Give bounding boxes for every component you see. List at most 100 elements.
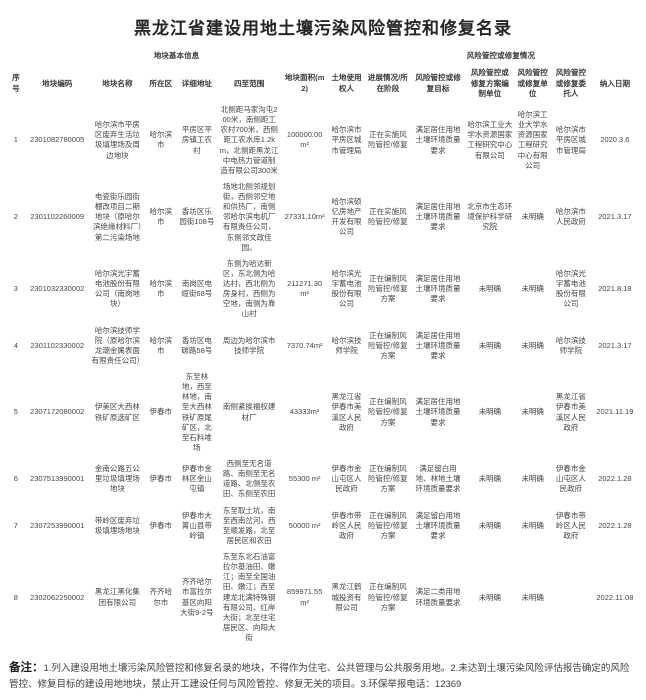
- cell-name: 哈尔滨技师学院（原哈尔滨龙潮金属表面有限责任公司）: [91, 325, 145, 365]
- cell-boundary: 北侧距马家沟屯200米，南侧距工农村700米，西侧距工农水库1.2km，北侧距黑…: [219, 105, 279, 175]
- table-row: 3 2301032330002 哈尔滨光宇蓄电池股份有限公司（南岗地块） 哈尔滨市 南岗…: [7, 256, 639, 323]
- cell-plan-unit: 未明确: [478, 520, 502, 530]
- cell-index: 1: [13, 135, 18, 145]
- cell-date: 2022.1.28: [598, 520, 632, 530]
- table-row: 7 2307253990001 带岭区废弃垃圾填埋场地块 伊春市 伊春市大箐山县带岭镇东…: [7, 503, 639, 550]
- col-header-progress: 进展情况/所在阶段: [367, 73, 408, 93]
- col-header-remediation-unit: 风险管控或修复单位: [517, 68, 548, 98]
- col-header-client: 风险管控或修复委托人: [555, 68, 587, 98]
- remarks-text: 1.列入建设用地土壤污染风险管控和修复名录的地块，不得作为住宅、公共管理与公共服…: [9, 663, 630, 690]
- cell-area: 43333m²: [289, 407, 320, 417]
- cell-index: 8: [13, 592, 18, 602]
- cell-client: 伊春市带岭区人民政府: [555, 510, 586, 540]
- table-row: 8 2302062250002 黑龙江黑化集团有限公司 齐齐哈尔市 齐齐哈尔市富拉尔基区…: [7, 549, 639, 646]
- col-header-land-user: 土地使用权人: [331, 73, 362, 93]
- cell-date: 2021.8.18: [598, 284, 632, 294]
- cell-land-user: 黑龙江省伊春市美溪区人民政府: [331, 392, 362, 432]
- col-header-index: 序号: [12, 73, 20, 93]
- group-header-basic-info: 地块基本信息: [153, 51, 200, 60]
- table-row: 4 2301102330002 哈尔滨技师学院（原哈尔滨龙潮金属表面有限责任公司）哈…: [7, 323, 639, 370]
- col-header-area: 地块面积(m2): [284, 73, 325, 93]
- cell-remediation-unit: 未明确: [521, 474, 544, 484]
- cell-target: 满足居住用地土壤环境质量要求: [415, 273, 461, 304]
- cell-target: 满足居住用地土壤环境质量要求: [415, 330, 461, 360]
- cell-date: 2022.1.28: [598, 474, 632, 484]
- cell-target: 满足居住用地土壤环境质量要求: [415, 397, 461, 427]
- cell-code: 2301102260009: [30, 212, 85, 222]
- cell-land-user: 伊春市金山屯区人民政府: [331, 464, 362, 494]
- cell-name: 哈尔滨市平房区废弃生活垃圾填埋场及周边地块: [94, 120, 140, 160]
- cell-code: 2302062250002: [30, 592, 85, 602]
- cell-code: 2301102330002: [30, 340, 85, 350]
- cell-district: 哈尔滨市: [149, 207, 173, 227]
- cell-district: 伊春市: [149, 474, 173, 484]
- cell-address: 南岗区电缆街68号: [181, 279, 213, 299]
- cell-plan-unit: 未明确: [478, 474, 502, 484]
- cell-code: 2307253990001: [30, 520, 85, 530]
- spacer: [7, 49, 25, 65]
- cell-client: 哈尔滨光宇蓄电池股份有限公司: [555, 268, 586, 309]
- col-header-name: 地块名称: [102, 78, 133, 88]
- cell-land-user: 哈尔滨光宇蓄电池股份有限公司: [331, 268, 362, 309]
- cell-address: 香坊区电碳路58号: [181, 335, 213, 355]
- group-header-risk-info: 风险管控或修复情况: [466, 51, 535, 60]
- col-header-code: 地块编码: [42, 78, 73, 88]
- cell-area: 211271.30 m²: [287, 279, 323, 299]
- table-header: 地块基本信息 风险管控或修复情况 序号 地块编码 地块名称 所在区 详细地址 四…: [7, 49, 639, 102]
- spacer: [591, 49, 639, 65]
- cell-plan-unit: 哈尔滨工业大学水资源国家工程研究中心有限公司: [467, 120, 513, 160]
- cell-boundary: 西侧至无名道路、南侧至无名道路、北侧至农田、东侧至农田: [222, 459, 276, 499]
- cell-remediation-unit: 未明确: [521, 520, 544, 530]
- cell-date: 2022.11.08: [596, 592, 634, 602]
- cell-district: 哈尔滨市: [149, 279, 173, 299]
- cell-boundary: 场地北侧邻规划街，西侧邻空地和供热厂，南侧邻哈尔滨电机厂有限责任公司，东侧邻文政…: [222, 181, 276, 252]
- cell-date: 2021.3.17: [598, 212, 632, 222]
- cell-progress: 正在编制风险管控/修复方案: [368, 330, 408, 360]
- cell-address: 伊春市大箐山县带岭镇: [181, 510, 212, 540]
- table-row: 1 2301082780005 哈尔滨市平房区废弃生活垃圾填埋场及周边地块 哈尔滨市平…: [7, 102, 639, 179]
- cell-code: 2301032330002: [30, 284, 85, 294]
- cell-target: 满足留白用地、林地土壤环境质量要求: [415, 464, 461, 494]
- col-header-plan-unit: 风险管控或修复方案编制单位: [470, 68, 509, 98]
- cell-remediation-unit: 未明确: [521, 284, 544, 294]
- remarks-label: 备注：: [9, 662, 44, 675]
- cell-area: 100000.00 m²: [286, 130, 323, 150]
- cell-address: 平房区平房镇工农村: [181, 125, 212, 155]
- cell-area: 7370.74m²: [286, 340, 323, 350]
- cell-progress: 正在编制风险管控/修复方案: [368, 510, 408, 540]
- cell-address: 伊春市金林区金山屯镇: [181, 464, 212, 494]
- cell-name: 金南公路五公里垃圾填埋场地块: [94, 464, 140, 494]
- cell-index: 7: [13, 520, 18, 530]
- cell-remediation-unit: 未明确: [521, 592, 544, 602]
- cell-address: 东至林地，西至林地，南至大西林铁矿原尾矿区，北至石料堆场: [181, 372, 212, 452]
- cell-date: 2021.11.19: [596, 407, 634, 417]
- cell-remediation-unit: 哈尔滨工业大学水资源国家工程研究中心有限公司: [517, 110, 548, 170]
- table-row: 2 2301102260009 电瓷街乐园街棚改项目二期地块（原哈尔滨绝缘材料厂）第…: [7, 179, 639, 256]
- cell-boundary: 东至东北石油富拉尔基油田、嫩江；南至全国油田、嫩江；西至建龙北满特殊钢有限公司、…: [222, 552, 276, 642]
- cell-address: 香坊区乐园街108号: [179, 207, 215, 227]
- cell-boundary: 东至取土坑，南至西南岔河，西至顺发路，北至居民区和农田: [222, 505, 276, 545]
- cell-code: 2307513990001: [30, 474, 85, 484]
- cell-name: 电瓷街乐园街棚改项目二期地块（原哈尔滨绝缘材料厂）第二污染场地: [92, 192, 142, 242]
- table-row: 6 2307513990001 金南公路五公里垃圾填埋场地块 伊春市 伊春市金林区金山屯…: [7, 456, 639, 503]
- cell-progress: 正在编制风险管控/修复方案: [368, 273, 408, 304]
- cell-client: 伊春市金山屯区人民政府: [555, 464, 586, 494]
- cell-district: 伊春市: [149, 520, 173, 530]
- table-body: 1 2301082780005 哈尔滨市平房区废弃生活垃圾填埋场及周边地块哈尔滨市 平…: [7, 102, 639, 646]
- cell-boundary: 周边为哈尔滨市技师学院: [222, 335, 276, 355]
- cell-name: 带岭区废弃垃圾填埋场地块: [94, 515, 140, 535]
- cell-index: 2: [13, 212, 18, 222]
- cell-date: 2020.3.6: [600, 135, 630, 145]
- cell-target: 满足二类用地环境质量要求: [415, 587, 461, 607]
- cell-plan-unit: 北京市生态环境保护科学研究院: [467, 202, 513, 232]
- cell-remediation-unit: 未明确: [521, 212, 544, 222]
- cell-district: 哈尔滨市: [149, 335, 173, 355]
- cell-code: 2301082780005: [30, 135, 85, 145]
- cell-progress: 正在编制风险管控/修复方案: [368, 397, 408, 427]
- risk-control-table: 地块基本信息 风险管控或修复情况 序号 地块编码 地块名称 所在区 详细地址 四…: [7, 49, 639, 646]
- cell-index: 5: [13, 407, 18, 417]
- cell-progress: 正在编制风险管控/修复方案: [368, 582, 408, 612]
- cell-name: 伊美区大西林铁矿原选矿区: [94, 402, 140, 422]
- cell-land-user: 哈尔滨技师学院: [331, 335, 362, 355]
- cell-area: 859971.55 m²: [286, 587, 323, 607]
